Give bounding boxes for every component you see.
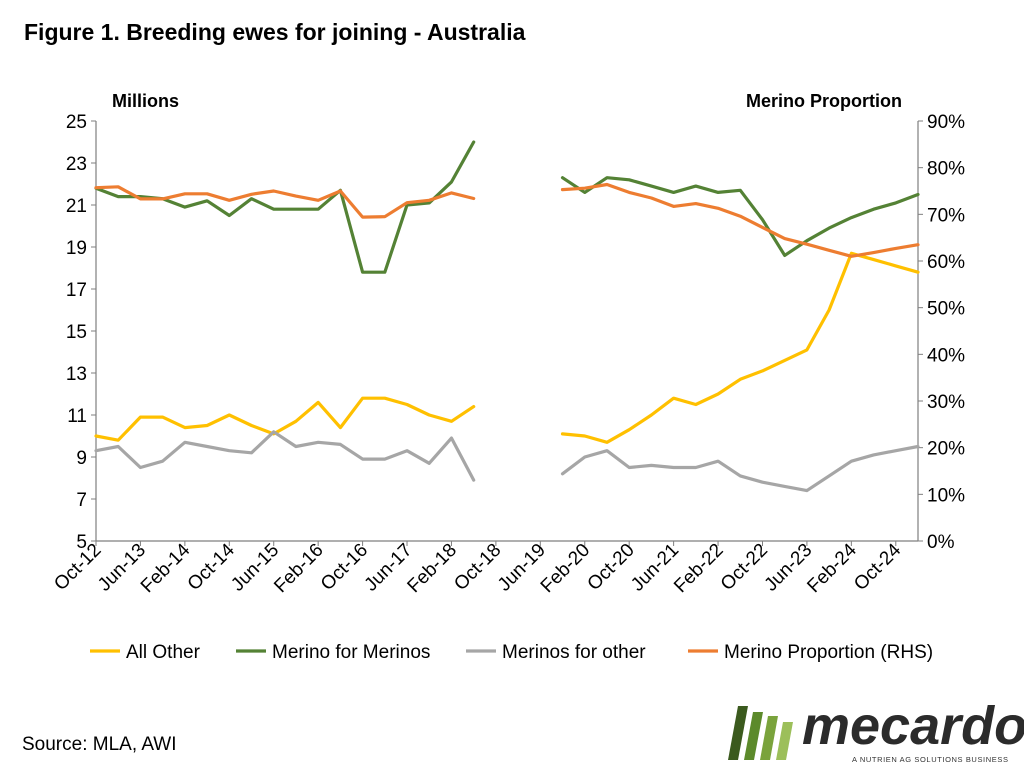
- left-tick-label: 17: [66, 280, 87, 301]
- left-tick-label: 21: [66, 196, 87, 217]
- right-tick-label: 90%: [927, 112, 965, 133]
- left-tick-label: 19: [66, 238, 87, 259]
- chart-title: Figure 1. Breeding ewes for joining - Au…: [24, 19, 526, 45]
- left-tick-label: 25: [66, 112, 87, 133]
- left-tick-label: 9: [76, 448, 87, 469]
- axes: 5 7 9 11 13 15 17 19 21 23 25 0% 10% 20% 30% 40% 50% 60% 7…: [50, 112, 965, 597]
- legend: All Other Merino for Merinos Merinos for o…: [90, 642, 933, 663]
- x-tick-label: Oct-14: [184, 539, 239, 594]
- right-tick-label: 30%: [927, 392, 965, 413]
- right-tick-label: 20%: [927, 439, 965, 460]
- x-tick-label: Oct-22: [717, 540, 772, 595]
- left-tick-label: 15: [66, 322, 87, 343]
- right-tick-label: 60%: [927, 252, 965, 273]
- series-line-1-segment-2: [560, 251, 920, 444]
- series-line-4-segment-2: [560, 182, 920, 258]
- right-axis-title: Merino Proportion: [746, 91, 902, 111]
- x-tick-label: Oct-24: [850, 539, 905, 594]
- mecardo-logo: mecardo A NUTRIEN AG SOLUTIONS BUSINESS: [728, 696, 1024, 764]
- series-line-3-segment-1: [94, 430, 476, 482]
- right-tick-label: 80%: [927, 159, 965, 180]
- legend-label-1: All Other: [126, 642, 201, 663]
- x-tick-label: Feb-24: [803, 539, 861, 597]
- series-line-3-segment-2: [560, 444, 920, 493]
- right-tick-label: 50%: [927, 299, 965, 320]
- series-line-4-segment-1: [94, 185, 476, 219]
- x-tick-label: Feb-20: [537, 540, 594, 597]
- left-tick-label: 5: [76, 532, 87, 553]
- x-tick-label: Feb-14: [137, 539, 195, 597]
- right-tick-label: 70%: [927, 205, 965, 226]
- x-tick-label: Oct-16: [317, 540, 372, 595]
- right-tick-label: 40%: [927, 345, 965, 366]
- left-axis-title: Millions: [112, 91, 179, 111]
- source-note: Source: MLA, AWI: [22, 734, 177, 755]
- logo-mark-icon: [728, 706, 793, 760]
- legend-label-3: Merinos for other: [502, 642, 646, 663]
- left-tick-label: 11: [67, 406, 87, 427]
- x-tick-label: Feb-18: [404, 540, 461, 597]
- series-line-1-segment-1: [94, 396, 476, 442]
- x-tick-label: Oct-18: [450, 540, 505, 595]
- plot-area: [94, 140, 920, 493]
- legend-label-2: Merino for Merinos: [272, 642, 430, 663]
- logo-wordmark: mecardo: [802, 696, 1024, 756]
- logo-tagline: A NUTRIEN AG SOLUTIONS BUSINESS: [852, 755, 1009, 764]
- left-tick-label: 7: [76, 490, 87, 511]
- right-tick-label: 10%: [927, 485, 965, 506]
- x-tick-label: Feb-22: [670, 540, 727, 597]
- series-line-2-segment-1: [94, 140, 476, 274]
- x-tick-label: Oct-20: [584, 540, 639, 595]
- x-tick-label: Feb-16: [270, 540, 327, 597]
- left-tick-label: 13: [66, 364, 87, 385]
- left-tick-label: 23: [66, 154, 87, 175]
- series-line-2-segment-2: [560, 176, 920, 257]
- legend-label-4: Merino Proportion (RHS): [724, 642, 933, 663]
- right-tick-label: 0%: [927, 532, 955, 553]
